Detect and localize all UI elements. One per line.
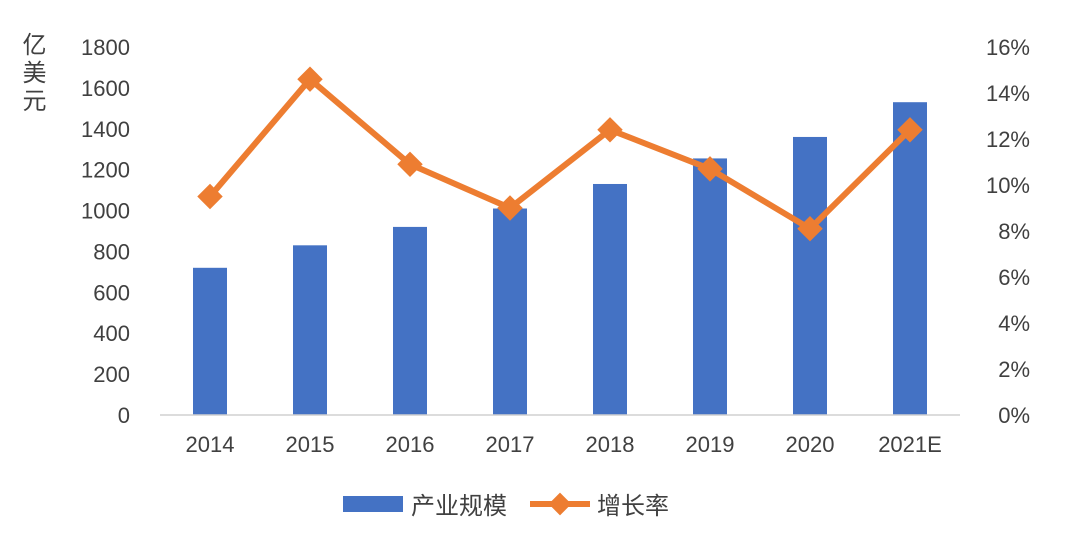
y-tick-label: 200 <box>93 362 130 387</box>
x-tick-label: 2021E <box>878 432 942 457</box>
growth-rate-line <box>207 76 913 232</box>
line-marker <box>797 215 823 242</box>
y-tick-label: 0 <box>118 403 130 428</box>
y-tick-label: 1600 <box>81 76 130 101</box>
x-tick-label: 2017 <box>486 432 535 457</box>
line-marker <box>497 195 523 221</box>
bar <box>393 226 427 415</box>
bar <box>793 136 827 415</box>
y2-tick-label: 12% <box>986 127 1030 152</box>
line-marker <box>297 66 323 92</box>
y2-tick-label: 8% <box>998 219 1030 244</box>
y-tick-label: 1800 <box>81 35 130 60</box>
x-tick-label: 2018 <box>586 432 635 457</box>
y2-tick-label: 2% <box>998 357 1030 382</box>
y-tick-label: 800 <box>93 239 130 264</box>
bar <box>693 158 727 415</box>
y2-tick-label: 0% <box>998 403 1030 428</box>
y-tick-label: 1200 <box>81 158 130 183</box>
y2-tick-label: 16% <box>986 35 1030 60</box>
x-tick-label: 2015 <box>286 432 335 457</box>
bar <box>493 208 527 415</box>
x-tick-label: 2016 <box>386 432 435 457</box>
bar <box>593 183 627 415</box>
line-marker <box>397 151 423 178</box>
bar <box>893 102 927 415</box>
y-tick-label: 600 <box>93 280 130 305</box>
y2-tick-label: 6% <box>998 265 1030 290</box>
bar <box>193 267 227 415</box>
legend: 产业规模 增长率 <box>343 492 669 520</box>
x-tick-label: 2019 <box>686 432 735 457</box>
line-marker <box>697 156 723 182</box>
y-tick-label: 400 <box>93 321 130 346</box>
y-tick-label: 1400 <box>81 117 130 142</box>
bar <box>293 245 327 415</box>
x-tick-label: 2020 <box>786 432 835 457</box>
y2-tick-label: 14% <box>986 81 1030 106</box>
line-marker <box>597 117 623 143</box>
legend-line-marker <box>548 492 572 516</box>
legend-bar-swatch <box>343 496 403 512</box>
legend-line-label: 增长率 <box>597 493 669 520</box>
line-marker <box>897 117 923 143</box>
y-tick-label: 1000 <box>81 199 130 224</box>
x-tick-label: 2014 <box>186 432 235 457</box>
legend-bar-label: 产业规模 <box>411 493 507 520</box>
y-axis-label: 亿美元 <box>18 32 46 116</box>
y2-tick-label: 4% <box>998 311 1030 336</box>
y2-tick-label: 10% <box>986 173 1030 198</box>
